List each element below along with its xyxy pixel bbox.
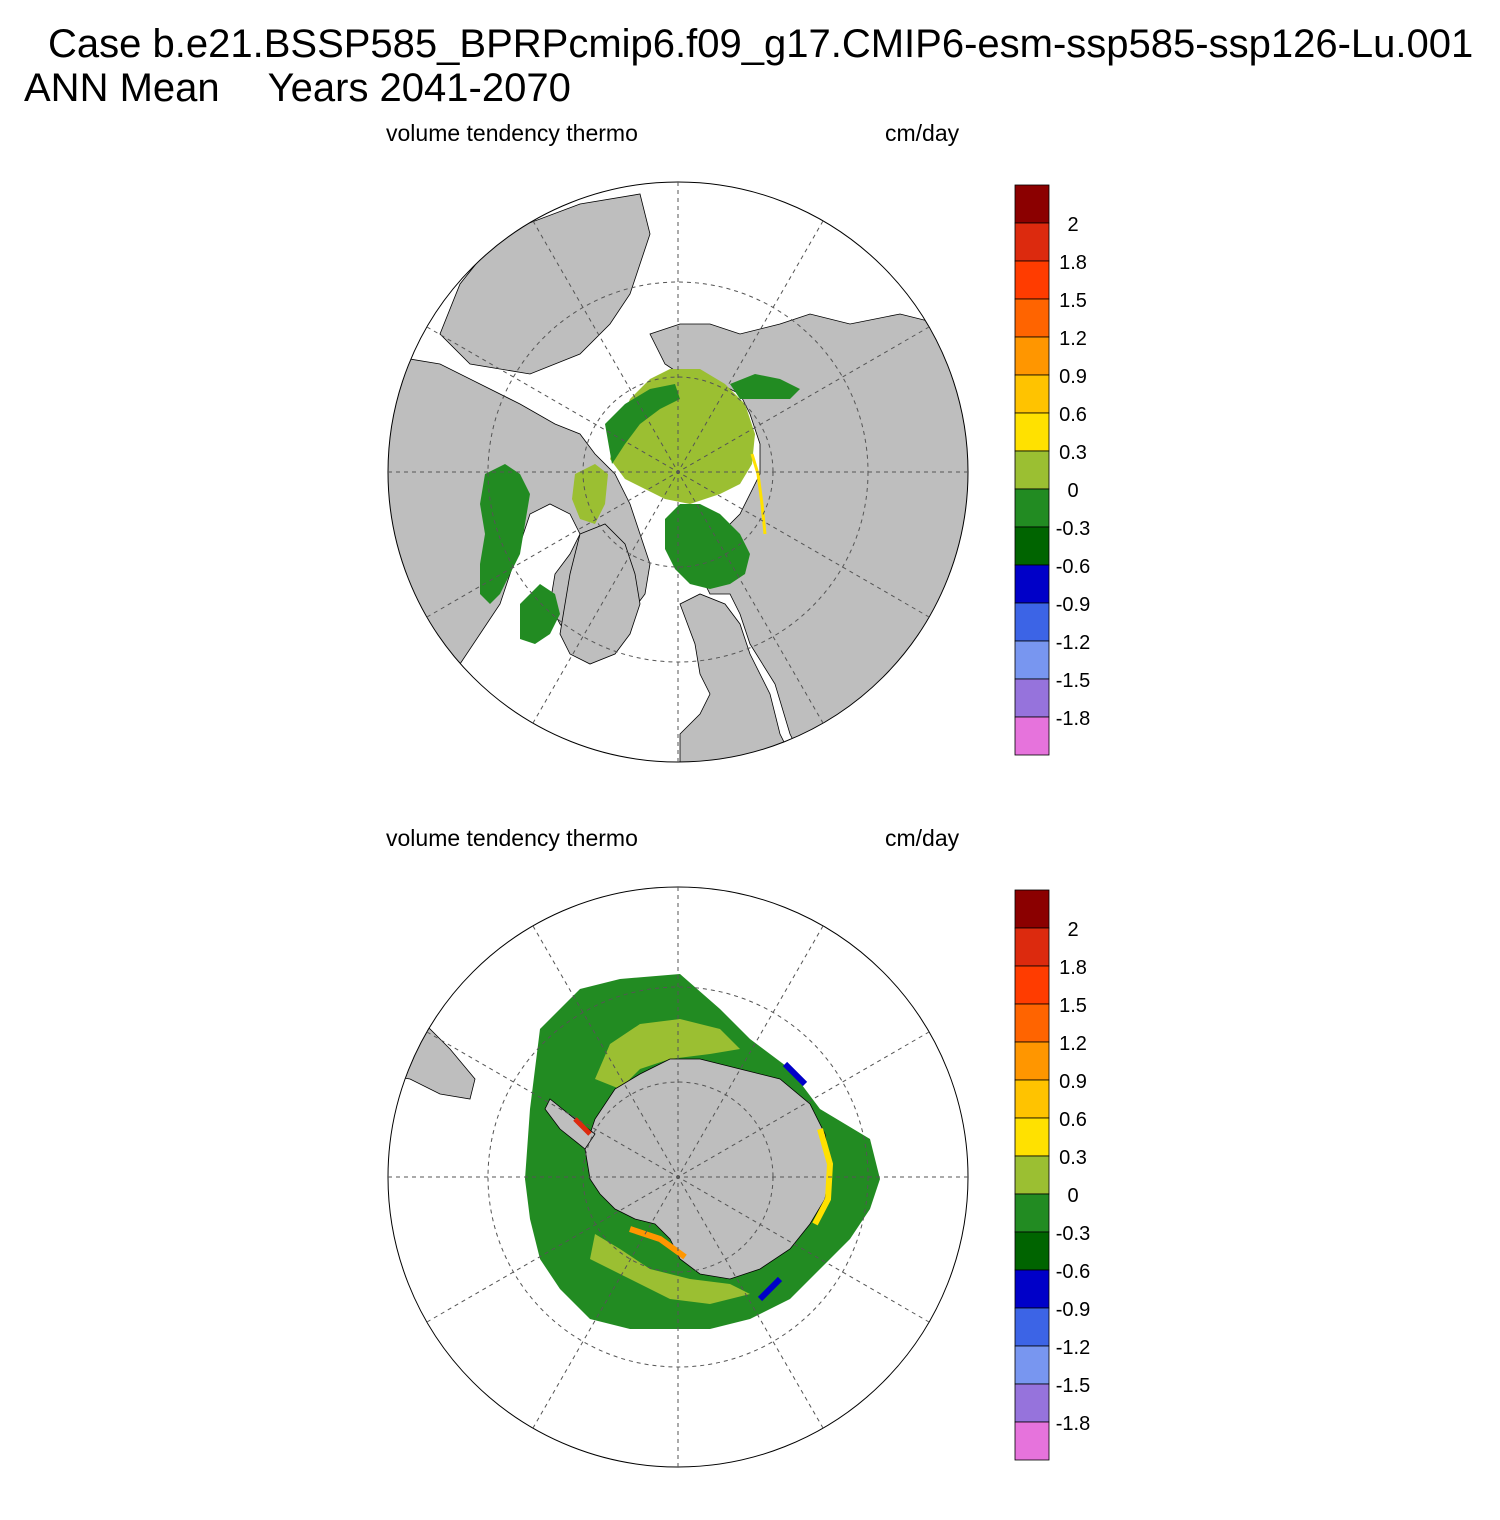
colorbar-tick-label: -1.2 (1056, 632, 1090, 654)
arctic-ice-dark (605, 384, 680, 464)
ice-edge-yellow (750, 453, 767, 535)
coastal-orange (629, 1226, 687, 1260)
colorbar-tick-label: 1.5 (1059, 290, 1087, 312)
colorbar-tick-label: 0.6 (1059, 404, 1087, 426)
colorbar-tick-label: -1.2 (1056, 1337, 1090, 1359)
graticule (387, 181, 969, 763)
south-panel: volume tendency thermo cm/day (0, 815, 1500, 1520)
south-polar-map (387, 886, 969, 1468)
colorbar-swatch (1014, 927, 1050, 967)
units-label: cm/day (885, 120, 960, 146)
colorbar-tick-label: 1.2 (1059, 1033, 1087, 1055)
colorbar-tick-label: 1.2 (1059, 328, 1087, 350)
sea-ice-light-2 (590, 1234, 750, 1304)
colorbar-tick-label: 0.6 (1059, 1109, 1087, 1131)
colorbar-swatch (1014, 222, 1050, 262)
case-title: Case b.e21.BSSP585_BPRPcmip6.f09_g17.CMI… (48, 22, 1474, 66)
colorbar-swatch (1014, 716, 1050, 756)
colorbar-tick-label: 0 (1067, 480, 1078, 502)
colorbar-tick-label: 0.9 (1059, 366, 1087, 388)
colorbar-tick-label: -0.6 (1056, 1261, 1090, 1283)
colorbar-tick-label: 1.8 (1059, 957, 1087, 979)
colorbar-swatch (1014, 374, 1050, 414)
colorbar-swatch (1014, 336, 1050, 376)
colorbar-swatch (1014, 602, 1050, 642)
colorbar-tick-label: 1.8 (1059, 252, 1087, 274)
colorbar-swatch (1014, 526, 1050, 566)
colorbar-tick-label: -1.5 (1056, 670, 1090, 692)
okhotsk-ice (730, 374, 800, 399)
colorbar-swatch (1014, 298, 1050, 338)
colorbar-swatch (1014, 1269, 1050, 1309)
colorbar-swatch (1014, 564, 1050, 604)
colorbar-swatch (1014, 1117, 1050, 1157)
colorbar-swatch (1014, 965, 1050, 1005)
season-title: ANN Mean Years 2041-2070 (24, 66, 571, 110)
units-label: cm/day (885, 825, 960, 851)
colorbar-swatch (1014, 412, 1050, 452)
colorbar-swatch (1014, 1003, 1050, 1043)
colorbar-swatch (1014, 184, 1050, 224)
colorbar-swatch (1014, 1307, 1050, 1347)
colorbar-swatch (1014, 889, 1050, 929)
colorbar-tick-label: -1.8 (1056, 1413, 1090, 1435)
colorbar-tick-label: 0.3 (1059, 442, 1087, 464)
years-label: Years 2041-2070 (267, 66, 571, 110)
north-polar-map (387, 181, 969, 763)
europe-land (679, 593, 801, 762)
variable-label: volume tendency thermo (386, 120, 638, 146)
coastal-yellow (812, 1128, 834, 1226)
colorbar-swatch (1014, 1193, 1050, 1233)
variable-label: volume tendency thermo (386, 825, 638, 851)
antarctic-peninsula (544, 1098, 596, 1150)
colorbar-tick-label: -0.3 (1056, 518, 1090, 540)
graticule (387, 886, 969, 1468)
colorbar-swatch (1014, 1079, 1050, 1119)
colorbar-swatch (1014, 488, 1050, 528)
colorbar-swatch (1014, 1421, 1050, 1461)
colorbar-tick-label: 0 (1067, 1185, 1078, 1207)
colorbar-swatch (1014, 1231, 1050, 1271)
bering-land (439, 193, 651, 375)
baffin-ice (572, 464, 608, 524)
colorbar-tick-label: -0.9 (1056, 594, 1090, 616)
colorbar-tick-label: 0.3 (1059, 1147, 1087, 1169)
colorbar-swatch (1014, 450, 1050, 490)
coastal-blue-2 (757, 1276, 783, 1302)
colorbar-swatch (1014, 678, 1050, 718)
labrador-ice (520, 584, 560, 644)
colorbar: 2 1.8 1.5 1.2 0.9 0.6 0.3 0 -0.3 -0.6 -0.9 -1.2 -1.5… (1014, 184, 1090, 756)
colorbar-swatch (1014, 1345, 1050, 1385)
coastal-red (573, 1117, 592, 1136)
colorbar-swatch (1014, 640, 1050, 680)
colorbar-tick-label: -0.3 (1056, 1223, 1090, 1245)
colorbar-tick-label: 0.9 (1059, 1071, 1087, 1093)
colorbar-tick-label: -1.8 (1056, 708, 1090, 730)
colorbar-swatch (1014, 1041, 1050, 1081)
colorbar: 2 1.8 1.5 1.2 0.9 0.6 0.3 0 -0.3 -0.6 -0.9 -1.2 -1.5… (1014, 889, 1090, 1461)
colorbar-swatch (1014, 260, 1050, 300)
north-panel: volume tendency thermo cm/day (0, 110, 1500, 815)
colorbar-tick-label: -0.6 (1056, 556, 1090, 578)
colorbar-tick-label: -1.5 (1056, 1375, 1090, 1397)
colorbar-tick-label: 2 (1067, 919, 1078, 941)
colorbar-swatch (1014, 1155, 1050, 1195)
sea-ice-light (595, 1019, 740, 1089)
barents-ice (665, 504, 750, 589)
greenland-land (559, 523, 641, 665)
colorbar-tick-label: -0.9 (1056, 1299, 1090, 1321)
coastal-blue (782, 1061, 808, 1087)
hudson-ice (480, 464, 530, 604)
colorbar-tick-label: 1.5 (1059, 995, 1087, 1017)
season-label: ANN Mean (24, 66, 220, 110)
colorbar-swatch (1014, 1383, 1050, 1423)
colorbar-tick-label: 2 (1067, 214, 1078, 236)
